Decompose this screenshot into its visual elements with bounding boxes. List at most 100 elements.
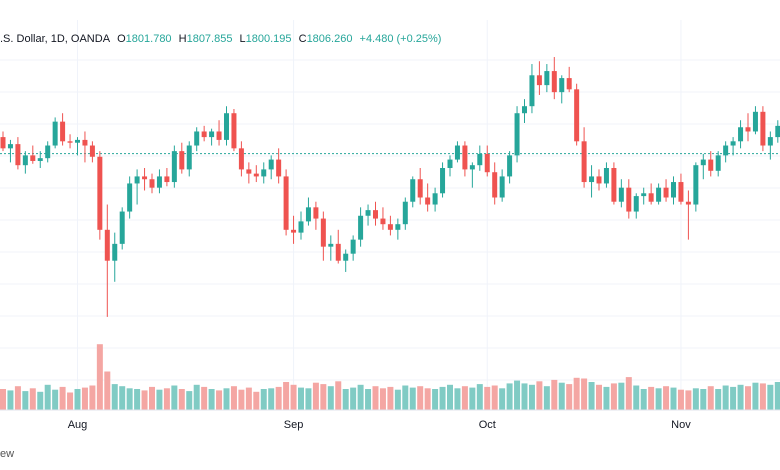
x-tick-label: Nov [671, 419, 691, 431]
candle-body [97, 156, 103, 230]
candle-body [231, 113, 237, 149]
candle-body [387, 224, 393, 230]
candle-body [596, 176, 602, 184]
volume-bar [737, 384, 744, 410]
volume-bar [186, 391, 193, 410]
candle-body [447, 159, 453, 168]
candle-body [723, 145, 729, 156]
volume-bar [357, 384, 364, 410]
candle-body [656, 187, 662, 202]
candle-body [373, 210, 378, 219]
volume-bar [327, 386, 334, 410]
volume-bar [193, 384, 200, 410]
volume-bar [245, 387, 252, 410]
volume-bar [521, 383, 528, 410]
volume-bar [305, 388, 312, 410]
volume-bar [7, 390, 14, 410]
candle-body [194, 131, 200, 146]
volume-bar [439, 386, 446, 410]
volume-bar [342, 389, 349, 410]
volume-bar [230, 386, 237, 410]
candle-body [15, 144, 21, 166]
volume-bar [111, 384, 118, 410]
volume-bar [171, 385, 178, 410]
volume-bar [365, 389, 372, 410]
candle-body [469, 165, 475, 170]
candle-body [745, 127, 751, 132]
volume-bar [752, 382, 759, 410]
volume-bar [335, 381, 342, 410]
volume-bar [163, 388, 170, 410]
volume-bar [238, 389, 245, 410]
candle-body [156, 176, 162, 188]
volume-bar [581, 378, 588, 410]
candle-body [633, 196, 639, 212]
volume-bar [648, 386, 655, 410]
candle-body [529, 75, 535, 107]
volume-bar [417, 386, 424, 410]
close-value: C1806.260 [298, 33, 353, 45]
candle-body [343, 253, 349, 261]
x-axis: AugSepOctNovDec2022 [68, 419, 692, 431]
volume-bar [774, 382, 780, 410]
grid [0, 20, 780, 410]
candle-body [268, 159, 274, 170]
candle-body [395, 224, 401, 230]
volume-bar [499, 388, 506, 410]
volume-bar [298, 387, 304, 410]
change-value: +4.480 (+0.25%) [359, 33, 442, 45]
volume-bar [44, 384, 51, 410]
candle-body [149, 179, 155, 188]
volume-bar [216, 390, 223, 410]
candle-body [7, 144, 13, 149]
volume-bar [67, 392, 74, 410]
candle-body [365, 210, 371, 216]
open-value: O1801.780 [117, 33, 172, 45]
volume-bar [59, 386, 66, 410]
volume-bars [0, 344, 780, 410]
volume-bar [722, 385, 729, 410]
volume-bar [0, 389, 6, 410]
volume-bar [745, 386, 751, 410]
candle-body [708, 159, 714, 171]
candle-body [358, 215, 364, 240]
volume-bar [633, 385, 640, 410]
candle-body [738, 127, 744, 142]
volume-bar [394, 389, 401, 410]
volume-bar [447, 384, 453, 410]
candle-body [134, 176, 140, 184]
candle-body [499, 176, 505, 198]
candle-body [171, 151, 177, 183]
candle-body [328, 243, 334, 247]
candles [0, 57, 780, 317]
symbol-header: .S. Dollar, 1D, OANDA O1801.780 H1807.85… [0, 33, 445, 45]
volume-bar [558, 382, 565, 410]
volume-bar [677, 389, 684, 410]
candle-body [82, 139, 88, 146]
volume-bar [119, 386, 126, 410]
volume-bar [491, 385, 498, 410]
volume-bar [149, 386, 155, 410]
volume-bar [312, 382, 319, 410]
candle-body [715, 155, 721, 171]
volume-bar [543, 386, 550, 410]
candle-body [440, 168, 446, 194]
candle-body [477, 153, 483, 166]
candle-body [432, 193, 438, 205]
candle-body [641, 193, 647, 197]
volume-bar [22, 391, 29, 410]
candle-body [164, 176, 170, 183]
candle-body [104, 229, 110, 261]
candle-body [291, 229, 297, 233]
candle-body [678, 182, 684, 202]
x-tick-label: Sep [284, 419, 304, 431]
volume-bar [141, 390, 148, 410]
volume-bar [610, 383, 617, 410]
volume-bar [379, 388, 386, 410]
watermark-text: ew [0, 448, 15, 460]
volume-bar [685, 390, 692, 410]
candle-body [335, 243, 341, 261]
candle-body [305, 207, 311, 222]
volume-bar [372, 386, 379, 410]
